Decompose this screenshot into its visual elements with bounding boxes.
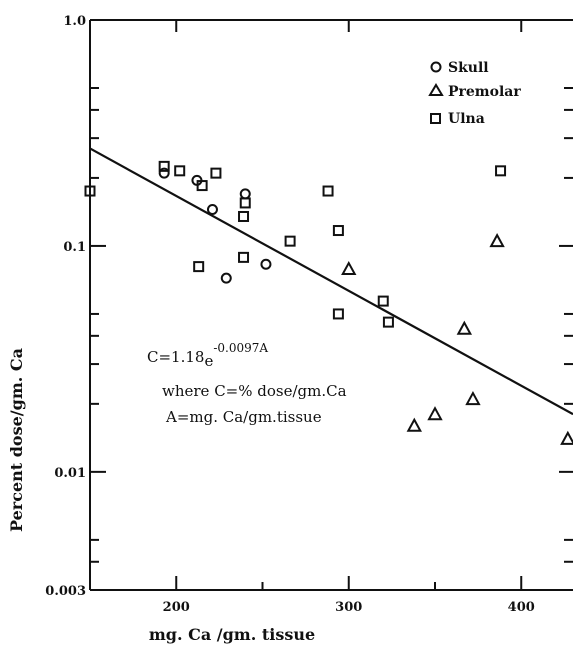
point-ulna [238,251,250,263]
point-premolar [456,320,473,335]
equation-line-1: C=1.18e-0.0097A [147,341,268,370]
ticks: 0.003 0.01 0.1 1.0 200 300 400 [45,14,573,615]
legend: Skull Premolar Ulna [428,60,521,127]
point-ulna [174,165,186,177]
y-tick-label: 0.1 [63,240,86,255]
y-tick-label: 0.003 [45,584,86,599]
fit-line-group [89,147,573,416]
axes [89,19,573,591]
point-skull [220,272,232,284]
equation-base: C=1.18 [147,348,204,366]
point-ulna [332,225,344,237]
point-skull [239,188,251,200]
y-tick-label: 0.01 [54,466,86,481]
point-ulna [284,235,296,247]
legend-marker-ulna [430,113,441,124]
x-tick-label: 200 [163,600,190,615]
regression-line [89,147,573,416]
legend-label-premolar: Premolar [448,84,521,100]
equation-e: e [204,352,213,370]
point-ulna [239,197,251,209]
x-tick-label: 300 [335,600,362,615]
legend-label-ulna: Ulna [448,111,485,127]
point-premolar [560,430,573,445]
legend-marker-skull [430,61,442,73]
point-ulna [332,308,344,320]
x-tick-label: 400 [508,600,535,615]
equation-annotation: C=1.18e-0.0097A where C=% dose/gm.Ca A=m… [147,341,347,426]
point-ulna [196,180,208,192]
y-axis-title: Percent dose/gm. Ca [7,348,26,532]
data-points [84,160,573,445]
point-ulna [322,185,334,197]
equation-line-3: A=mg. Ca/gm.tissue [165,408,322,426]
legend-label-skull: Skull [448,60,489,76]
point-skull [260,258,272,270]
point-premolar [406,417,422,432]
point-skull [158,167,170,179]
point-ulna [377,295,389,307]
y-tick-label: 1.0 [63,14,86,29]
point-skull [206,203,218,215]
point-ulna [84,185,96,197]
equation-exponent: -0.0097A [213,341,268,355]
point-ulna [238,210,250,222]
point-ulna [495,165,507,177]
point-premolar [427,406,443,421]
point-ulna [382,316,394,328]
point-premolar [341,260,357,276]
point-ulna [210,167,222,179]
equation-line-2: where C=% dose/gm.Ca [162,382,347,400]
x-axis-title: mg. Ca /gm. tissue [149,625,315,644]
point-premolar [489,233,505,248]
point-ulna [193,261,205,273]
point-ulna [158,160,170,172]
legend-marker-premolar [428,83,444,96]
point-premolar [465,390,481,406]
